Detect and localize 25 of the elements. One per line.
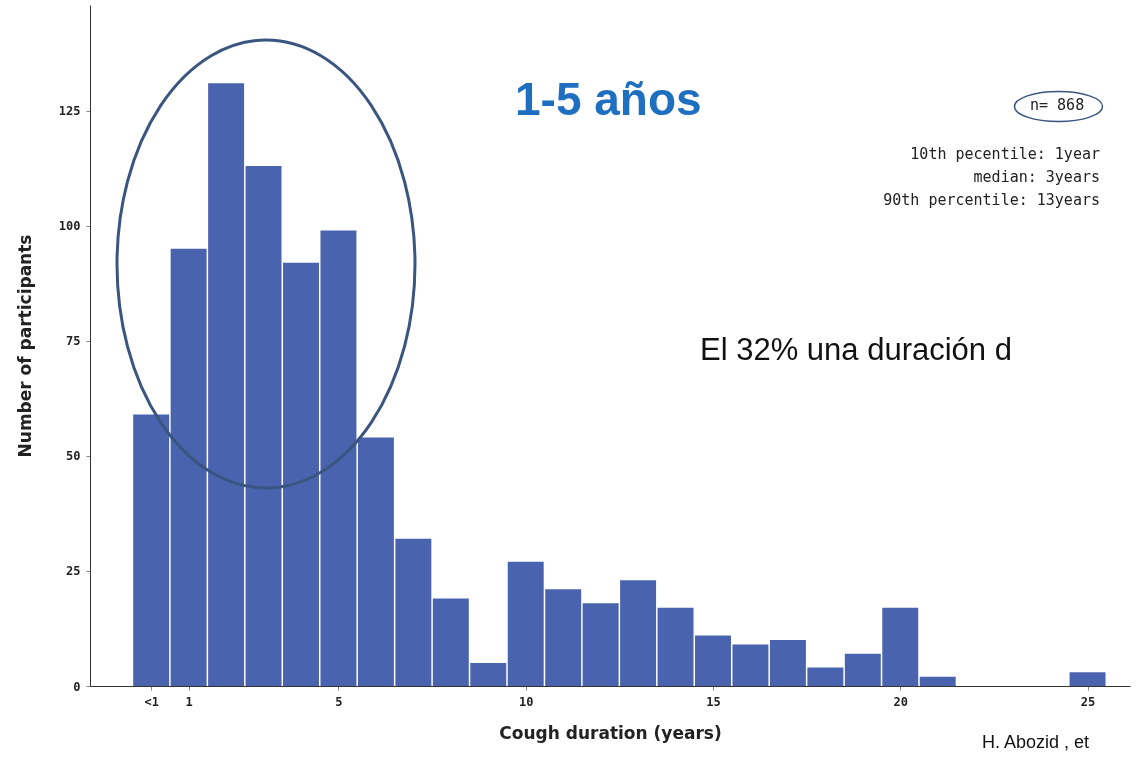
y-tick-label: 100	[58, 219, 81, 234]
x-axis-title: Cough duration (years)	[499, 722, 722, 743]
x-tick-label: 20	[893, 694, 908, 709]
x-tick-label: 10	[519, 694, 534, 709]
y-tick-label: 0	[73, 679, 81, 694]
bar	[133, 414, 170, 686]
annotation: El 32% una duración d	[700, 332, 1012, 368]
annotation: 1-5 años	[515, 72, 702, 126]
y-tick-label: 125	[58, 104, 81, 119]
x-tick-label: <1	[144, 694, 159, 709]
bar	[1069, 672, 1106, 686]
x-tick-label: 5	[335, 694, 343, 709]
annotation: 90th percentile: 13years	[883, 191, 1100, 209]
annotation: median: 3years	[973, 168, 1100, 186]
bar	[919, 676, 956, 686]
y-tick-label: 75	[66, 334, 81, 349]
annotation: 10th pecentile: 1year	[910, 145, 1100, 163]
annotation: n= 868	[1030, 96, 1085, 114]
x-tick-label: 1	[185, 694, 193, 709]
x-tick-label: 25	[1080, 694, 1096, 709]
y-tick-label: 50	[66, 449, 81, 464]
x-tick-label: 15	[706, 694, 721, 709]
text: H. Abozid , et	[982, 732, 1090, 753]
y-axis-title: Number of participants	[14, 234, 35, 458]
y-tick-label: 25	[66, 564, 81, 579]
